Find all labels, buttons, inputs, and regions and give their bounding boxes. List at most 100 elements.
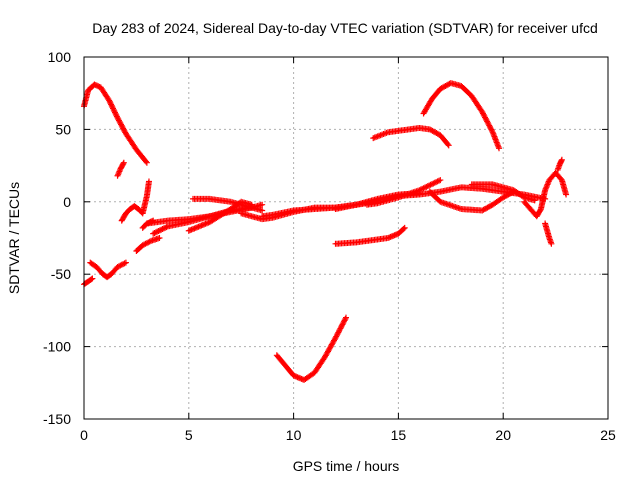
data-point xyxy=(336,328,343,335)
data-point xyxy=(142,158,149,165)
data-point xyxy=(428,181,435,188)
data-point xyxy=(146,238,153,245)
x-axis-label: GPS time / hours xyxy=(293,458,400,474)
data-point xyxy=(156,235,163,241)
series-arc-23 xyxy=(542,220,555,247)
data-point xyxy=(487,125,494,132)
data-point xyxy=(437,177,444,184)
data-point xyxy=(519,193,526,200)
data-point xyxy=(342,315,349,322)
data-point xyxy=(117,120,124,127)
data-point xyxy=(120,159,127,166)
data-point xyxy=(143,159,150,166)
data-point xyxy=(340,320,347,327)
data-point xyxy=(108,101,115,108)
data-point xyxy=(112,110,119,117)
data-point xyxy=(114,114,121,121)
data-point xyxy=(163,224,170,231)
data-point xyxy=(121,128,128,135)
y-tick-label: 100 xyxy=(48,49,72,65)
data-point xyxy=(427,181,434,188)
data-point xyxy=(259,201,266,208)
plot-frame xyxy=(83,56,609,420)
series-arc-20 xyxy=(420,80,503,152)
data-point xyxy=(154,228,161,235)
data-point xyxy=(122,259,129,266)
data-point xyxy=(88,276,95,283)
x-tick-label: 20 xyxy=(495,427,511,443)
data-point xyxy=(488,126,495,133)
data-point xyxy=(116,118,123,125)
data-point xyxy=(444,141,451,148)
x-tick-label: 25 xyxy=(600,427,616,443)
series-arc-15 xyxy=(363,177,444,208)
series-arc-24 xyxy=(554,156,565,173)
data-point xyxy=(479,109,486,116)
data-point xyxy=(435,177,442,184)
data-point xyxy=(482,114,489,121)
series-arc-17 xyxy=(468,181,538,204)
data-point xyxy=(484,119,491,126)
grid xyxy=(84,57,608,419)
data-point xyxy=(548,240,555,247)
x-tick-label: 15 xyxy=(391,427,407,443)
data-point xyxy=(156,227,163,234)
data-point xyxy=(337,325,344,332)
series-arc-5 xyxy=(87,259,129,281)
data-point xyxy=(115,116,122,123)
data-point xyxy=(120,125,127,132)
data-point xyxy=(121,260,128,267)
data-point xyxy=(120,126,127,133)
data-point xyxy=(333,332,340,339)
data-point xyxy=(486,122,493,129)
data-point xyxy=(417,186,424,193)
y-tick-label: -150 xyxy=(43,411,71,427)
data-point xyxy=(424,183,431,190)
series-arc-2 xyxy=(114,159,127,179)
data-point xyxy=(332,334,339,341)
data-point xyxy=(109,104,116,111)
data-point xyxy=(259,207,266,214)
data-point xyxy=(479,110,486,117)
data-point xyxy=(108,102,115,109)
data-point xyxy=(248,201,255,208)
data-point xyxy=(537,207,544,214)
data-point xyxy=(159,226,166,233)
data-layer xyxy=(81,80,570,383)
data-point xyxy=(400,225,407,232)
series-arc-16 xyxy=(426,188,517,214)
data-point xyxy=(111,108,118,115)
data-point xyxy=(120,160,127,167)
data-point xyxy=(333,333,340,340)
data-point xyxy=(152,229,159,236)
x-tick-label: 10 xyxy=(286,427,302,443)
data-point xyxy=(335,329,342,336)
x-tick-label: 5 xyxy=(185,427,193,443)
data-point xyxy=(486,123,493,130)
data-point xyxy=(343,314,349,321)
y-tick-label: 0 xyxy=(63,194,71,210)
axes: 0 5 10 15 20 25 -150 -100 -50 0 50 100 xyxy=(43,49,616,443)
data-point xyxy=(496,145,503,152)
y-axis-label: SDTVAR / TECUs xyxy=(6,182,22,294)
series-arc-1 xyxy=(81,81,150,166)
chart-title: Day 283 of 2024, Sidereal Day-to-day VTE… xyxy=(92,20,598,36)
data-point xyxy=(558,156,565,163)
data-point xyxy=(113,112,120,119)
data-point xyxy=(531,197,538,204)
data-point xyxy=(485,121,492,128)
data-point xyxy=(119,124,126,131)
data-point xyxy=(334,330,341,337)
data-point xyxy=(489,127,496,134)
data-point xyxy=(416,187,423,194)
data-point xyxy=(338,322,345,329)
data-point xyxy=(150,230,157,237)
data-point xyxy=(106,97,113,104)
y-tick-label: 50 xyxy=(55,121,71,137)
series-arc-19 xyxy=(370,124,452,149)
y-tick-label: -100 xyxy=(43,339,71,355)
data-point xyxy=(111,109,118,116)
series-arc-3 xyxy=(118,178,152,224)
data-point xyxy=(158,226,165,233)
